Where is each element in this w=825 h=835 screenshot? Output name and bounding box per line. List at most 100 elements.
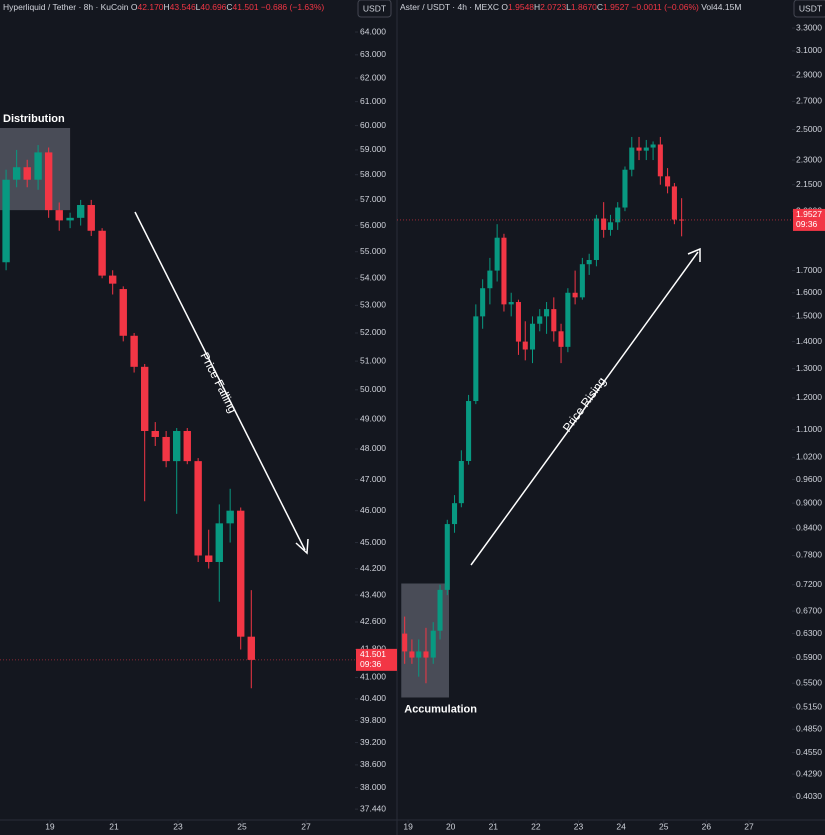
candle-body [643,147,649,151]
y-tick-label: 52.000 [360,327,386,337]
candle-body [162,436,170,462]
arrow-head [687,247,701,262]
candle-body [451,503,458,525]
x-tick-label: 21 [109,821,119,831]
candle-body [615,207,621,223]
y-tick-label: 39.200 [360,737,386,747]
candle-body [679,219,685,221]
candle-body [522,341,528,350]
candle-body [130,335,138,367]
candle-body [402,633,408,652]
currency-button [793,0,825,18]
candle-body [601,218,607,230]
y-tick-label: 3.3000 [796,22,822,32]
x-tick-label: 26 [702,821,712,831]
candle-body [487,270,493,289]
header: Aster / USDT · 4h · MEXC O1.9548H2.0723L… [400,2,741,12]
y-tick-label: 64.000 [360,26,386,36]
price-tag [356,648,397,671]
candle-body [494,237,500,271]
price-tag-countdown: 09:36 [796,219,818,229]
x-tick-label: 24 [616,821,626,831]
candle-body [423,651,429,658]
y-tick-label: 0.7800 [796,550,822,560]
candle-body [629,147,635,170]
header: Hyperliquid / Tether · 8h · KuCoin O42.1… [3,2,324,12]
candle-body [529,323,536,350]
y-tick-label: 54.000 [360,273,386,283]
field-key: H [534,2,540,12]
candle-body [173,430,181,462]
y-tick-label: 45.000 [360,537,386,547]
candle-body [622,169,628,208]
y-tick-label: 0.6300 [796,628,822,638]
y-tick-label: 0.5500 [796,677,822,687]
candle-body [657,144,663,177]
y-tick-label: 58.000 [360,169,386,179]
y-tick-label: 63.000 [360,49,386,59]
change: −0.686 (−1.63%) [261,2,324,12]
change: −0.0011 (−0.06%) [631,2,699,12]
candle-body [579,264,585,298]
zone-label: Accumulation [404,703,477,715]
field-key: H [164,2,170,12]
candle-body [671,186,677,220]
x-tick-label: 19 [403,821,413,831]
x-tick-label: 20 [446,821,456,831]
candle-body [586,259,592,265]
y-tick-label: 0.8400 [796,523,822,533]
y-tick-label: 1.0200 [796,452,822,462]
field-value: 1.9548 [508,2,534,12]
y-tick-label: 62.000 [360,72,386,82]
y-tick-label: 0.4550 [796,747,822,757]
y-tick-label: 2.5000 [796,124,822,134]
y-tick-label: 0.9600 [796,474,822,484]
field-value: 40.696 [200,2,226,12]
y-tick-label: 0.7200 [796,579,822,589]
currency-button [357,0,392,18]
candle-body [55,210,63,221]
x-tick-label: 23 [574,821,584,831]
y-tick-label: 60.000 [360,120,386,130]
y-tick-label: 57.000 [360,194,386,204]
field-value: 2.0723 [540,2,566,12]
candle-body [98,230,106,276]
candle-body [544,309,550,317]
candle-body [44,152,53,211]
y-tick-label: 37.440 [360,803,386,813]
candle-body [409,651,415,658]
x-tick-label: 27 [744,821,754,831]
y-tick-label: 3.1000 [796,45,822,55]
x-tick-label: 22 [531,821,541,831]
candle-body [480,288,486,317]
candle-body [151,430,159,437]
candle-body [226,510,234,524]
y-tick-label: 0.4030 [796,791,822,801]
y-tick-label: 38.600 [360,759,386,769]
price-tag-value: 1.9527 [796,209,822,219]
currency-label: USDT [799,3,822,13]
arrow-head [295,538,309,555]
y-tick-label: 1.6000 [796,287,822,297]
candle-body [551,309,557,332]
y-tick-label: 41.800 [360,644,386,654]
candle-body [572,292,578,298]
candle-body [23,167,31,180]
symbol: Aster / USDT · 4h · MEXC [400,2,499,12]
arrow [470,251,699,566]
y-tick-label: 2.7000 [796,96,822,106]
y-tick-label: 0.9000 [796,497,822,507]
candle-body [466,401,472,461]
candle-body [12,167,21,180]
field-value: 1.9527 [603,2,629,12]
y-tick-label: 48.000 [360,443,386,453]
x-tick-label: 23 [173,821,183,831]
y-tick-label: 0.4290 [796,768,822,778]
candle-body [607,222,614,230]
y-tick-label: 44.200 [360,563,386,573]
y-tick-label: 49.000 [360,413,386,423]
volume-key: Vol [701,2,713,12]
